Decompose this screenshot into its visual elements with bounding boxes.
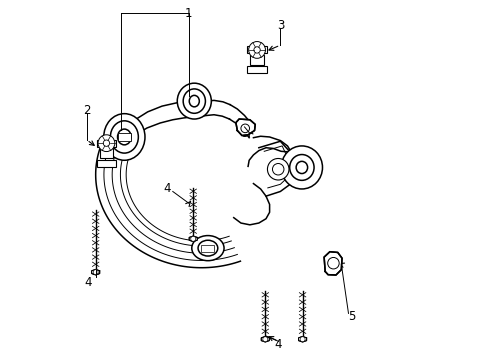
Bar [250,55,264,65]
Ellipse shape [198,240,217,256]
Text: 1: 1 [185,7,192,20]
Circle shape [253,47,260,53]
Text: 5: 5 [348,310,355,323]
Ellipse shape [281,146,322,189]
Ellipse shape [183,89,205,113]
Circle shape [241,124,249,133]
Ellipse shape [103,114,144,160]
Text: 5: 5 [240,127,247,140]
Circle shape [327,257,339,269]
Ellipse shape [117,129,131,145]
Bar [201,244,214,252]
Polygon shape [91,269,100,275]
Bar [96,140,116,147]
Bar [118,133,131,141]
Bar [96,159,116,167]
Polygon shape [235,119,255,135]
Ellipse shape [191,235,224,261]
Polygon shape [298,337,306,342]
Ellipse shape [110,121,138,153]
Circle shape [248,41,265,58]
Ellipse shape [189,95,199,107]
Circle shape [300,337,305,342]
Bar [100,148,113,158]
Bar [247,46,266,53]
Text: 4: 4 [274,338,282,351]
Ellipse shape [177,83,211,119]
Polygon shape [324,252,341,275]
Circle shape [103,140,109,147]
Bar [247,66,266,73]
Text: 2: 2 [83,104,90,117]
Circle shape [262,337,267,342]
Circle shape [98,135,115,152]
Circle shape [272,163,284,175]
Text: 4: 4 [163,183,171,195]
Polygon shape [189,236,197,242]
Polygon shape [261,337,269,342]
Ellipse shape [296,161,307,174]
Text: 4: 4 [84,276,92,289]
Circle shape [190,236,195,241]
Text: 3: 3 [276,19,284,32]
Circle shape [267,158,288,180]
Circle shape [93,270,98,275]
Ellipse shape [289,154,313,180]
